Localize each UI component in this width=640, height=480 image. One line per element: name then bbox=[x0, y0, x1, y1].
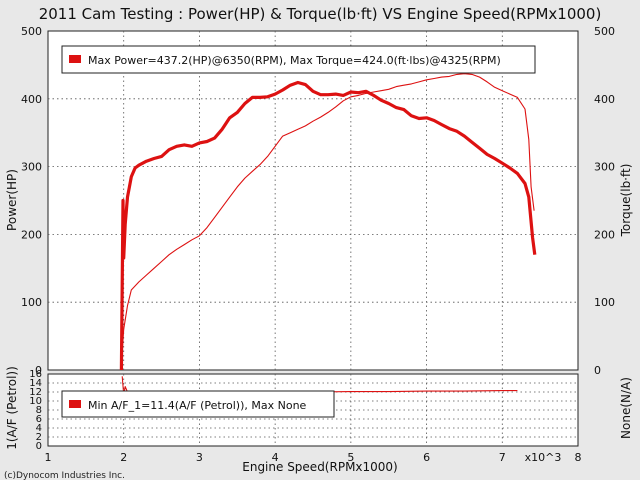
power-tick-label: 300 bbox=[21, 161, 42, 174]
x-tick-label: 7 bbox=[499, 451, 506, 464]
af-tick-label: 2 bbox=[36, 432, 42, 443]
x-axis-ticks: 1 2 3 4 5 6 7 8 bbox=[45, 451, 582, 464]
legend-box bbox=[61, 45, 536, 74]
chart-title: 2011 Cam Testing : Power(HP) & Torque(lb… bbox=[39, 5, 602, 23]
power-torque-series bbox=[119, 73, 537, 371]
torque-tick-label: 200 bbox=[594, 228, 615, 241]
af-tick-label: 4 bbox=[36, 423, 42, 434]
power-torque-plot-area bbox=[47, 30, 579, 371]
torque-curve bbox=[119, 80, 537, 371]
af-legend-text: Min A/F_1=11.4(A/F (Petrol)), Max None bbox=[88, 399, 307, 412]
af-tick-label: 8 bbox=[36, 405, 42, 416]
none-axis-label: None(N/A) bbox=[619, 377, 633, 439]
power-tick-label: 100 bbox=[21, 296, 42, 309]
torque-tick-label: 400 bbox=[594, 93, 615, 106]
power-tick-label: 500 bbox=[21, 25, 42, 38]
x-tick-label: 2 bbox=[120, 451, 127, 464]
power-curve bbox=[120, 73, 535, 364]
legend-text: Max Power=437.2(HP)@6350(RPM), Max Torqu… bbox=[88, 54, 501, 67]
power-tick-label: 0 bbox=[35, 364, 42, 377]
af-tick-label: 14 bbox=[29, 378, 42, 389]
af-legend: Min A/F_1=11.4(A/F (Petrol)), Max None bbox=[61, 390, 335, 418]
x-tick-label: 5 bbox=[347, 451, 354, 464]
copyright-footer: (c)Dynocom Industries Inc. bbox=[4, 471, 125, 480]
af-legend-box bbox=[61, 390, 335, 418]
x-tick-label: 4 bbox=[272, 451, 279, 464]
af-tick-label: 6 bbox=[36, 414, 42, 425]
torque-axis-ticks: 0 100 200 300 400 500 bbox=[594, 25, 615, 377]
af-tick-label: 16 bbox=[29, 369, 42, 380]
torque-axis-label: Torque(lb·ft) bbox=[619, 164, 633, 238]
x-axis-label: Engine Speed(RPMx1000) bbox=[242, 460, 398, 474]
x-tick-label: 1 bbox=[45, 451, 52, 464]
torque-tick-label: 0 bbox=[594, 364, 601, 377]
power-torque-legend: Max Power=437.2(HP)@6350(RPM), Max Torqu… bbox=[61, 45, 536, 74]
x-tick-label: 6 bbox=[423, 451, 430, 464]
power-axis-ticks: 0 100 200 300 400 500 bbox=[21, 25, 42, 377]
power-tick-label: 200 bbox=[21, 228, 42, 241]
x-tick-label: 3 bbox=[196, 451, 203, 464]
x-multiplier-label: x10^3 bbox=[525, 451, 562, 464]
af-axis-label: 1(A/F (Petrol)) bbox=[5, 366, 19, 450]
torque-tick-label: 100 bbox=[594, 296, 615, 309]
torque-tick-label: 500 bbox=[594, 25, 615, 38]
power-torque-grid bbox=[48, 31, 578, 370]
af-legend-swatch bbox=[69, 400, 81, 408]
torque-tick-label: 300 bbox=[594, 161, 615, 174]
x-tick-label: 8 bbox=[575, 451, 582, 464]
legend-swatch bbox=[69, 55, 81, 63]
af-tick-label: 12 bbox=[29, 387, 42, 398]
power-axis-label: Power(HP) bbox=[5, 169, 19, 231]
af-tick-label: 10 bbox=[29, 396, 42, 407]
af-tick-label: 0 bbox=[36, 441, 42, 452]
power-tick-label: 400 bbox=[21, 93, 42, 106]
